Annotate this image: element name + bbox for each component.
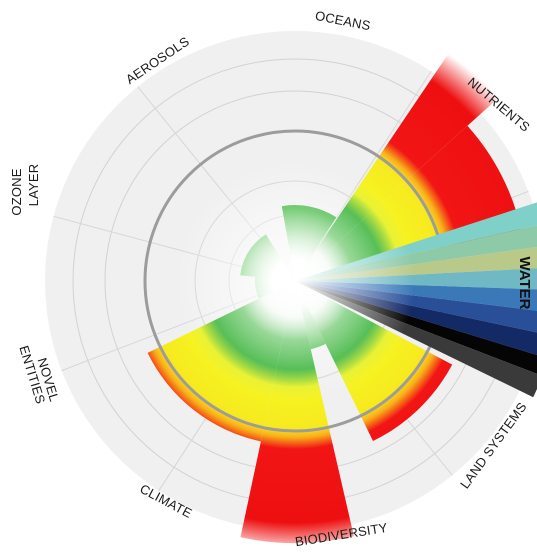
water-fan-slice (295, 225, 537, 281)
water-fan-slice (295, 281, 537, 333)
water-fan (175, 161, 537, 401)
label-water: WATER (516, 256, 533, 309)
wedge-biodiversity (240, 281, 354, 544)
water-fan-slice (295, 246, 537, 281)
water-fan-slice (295, 202, 537, 281)
water-fan-fade (175, 161, 415, 401)
water-fan-slice (295, 268, 537, 290)
label-ozone: OZONE (9, 168, 24, 215)
water-fan-slice (295, 281, 537, 311)
label-oceans: OCEANS (314, 8, 372, 33)
label-layer: LAYER (26, 164, 41, 207)
